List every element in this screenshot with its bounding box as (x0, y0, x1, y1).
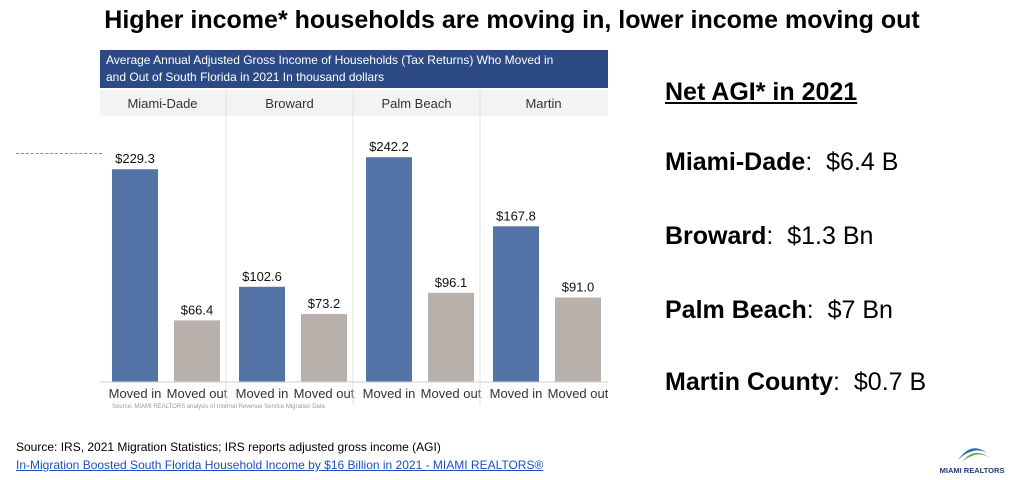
net-agi-county: Palm Beach (665, 296, 807, 324)
data-label: $242.2 (369, 139, 409, 154)
bar-moved-out (428, 292, 474, 382)
net-agi-separator: : (833, 368, 854, 396)
bar-moved-out (555, 297, 601, 382)
category-tick-label: Moved out (548, 386, 608, 401)
bar-chart: Miami-Dade $229.3 Moved in $66.4 Moved out Br… (100, 90, 608, 405)
chart-container: Average Annual Adjusted Gross Income of … (100, 50, 608, 415)
net-agi-separator: : (766, 222, 788, 250)
data-label: $73.2 (308, 296, 341, 311)
data-label: $229.3 (115, 151, 155, 166)
dashed-guide-line (16, 153, 102, 154)
net-agi-title: Net AGI* in 2021 (665, 78, 858, 106)
data-label: $91.0 (562, 280, 595, 295)
slide-title: Higher income* households are moving in,… (104, 6, 920, 34)
panel-label: Miami-Dade (127, 96, 197, 111)
data-label: $96.1 (435, 275, 468, 290)
chart-header-line2: and Out of South Florida in 2021 In thou… (106, 70, 385, 84)
chart-source-note: Source: MIAMI REALTORS analysis of Inter… (112, 404, 325, 410)
data-label: $66.4 (181, 302, 214, 317)
net-agi-separator: : (806, 296, 828, 324)
bar-moved-in (239, 286, 285, 382)
net-agi-row: Palm Beach: $7 Bn (665, 296, 893, 325)
category-tick-label: Moved out (421, 386, 482, 401)
net-agi-value: $0.7 B (853, 368, 927, 396)
net-agi-value: $1.3 Bn (787, 222, 874, 250)
data-label: $102.6 (242, 269, 282, 284)
net-agi-value: $6.4 B (826, 148, 899, 176)
svg-text:MIAMI REALTORS: MIAMI REALTORS (940, 466, 1004, 475)
article-link[interactable]: In-Migration Boosted South Florida House… (16, 458, 544, 472)
category-tick-label: Moved out (167, 386, 228, 401)
net-agi-row: Miami-Dade: $6.4 B (665, 148, 898, 177)
bar-moved-out (301, 314, 347, 382)
net-agi-county: Martin County (665, 368, 834, 396)
net-agi-row: Martin County: $0.7 B (665, 368, 926, 397)
bar-moved-in (366, 157, 412, 382)
category-tick-label: Moved in (363, 386, 416, 401)
net-agi-value: $7 Bn (827, 296, 893, 324)
data-label: $167.8 (496, 208, 536, 223)
chart-header: Average Annual Adjusted Gross Income of … (100, 50, 608, 88)
panel-label: Palm Beach (381, 96, 451, 111)
net-agi-separator: : (805, 148, 827, 176)
category-tick-label: Moved in (236, 386, 289, 401)
net-agi-county: Broward (665, 222, 767, 250)
bar-moved-in (112, 169, 158, 382)
footer-source: Source: IRS, 2021 Migration Statistics; … (16, 440, 441, 454)
net-agi-row: Broward: $1.3 Bn (665, 222, 873, 251)
bar-moved-out (174, 320, 220, 382)
chart-header-line1: Average Annual Adjusted Gross Income of … (106, 53, 554, 67)
miami-realtors-logo: MIAMI REALTORS (940, 448, 1004, 475)
category-tick-label: Moved in (109, 386, 162, 401)
bar-moved-in (493, 226, 539, 382)
net-agi-county: Miami-Dade (665, 148, 806, 176)
category-tick-label: Moved out (294, 386, 355, 401)
panel-label: Broward (265, 96, 313, 111)
panel-header-strip (100, 90, 608, 116)
panel-label: Martin (525, 96, 561, 111)
category-tick-label: Moved in (490, 386, 543, 401)
